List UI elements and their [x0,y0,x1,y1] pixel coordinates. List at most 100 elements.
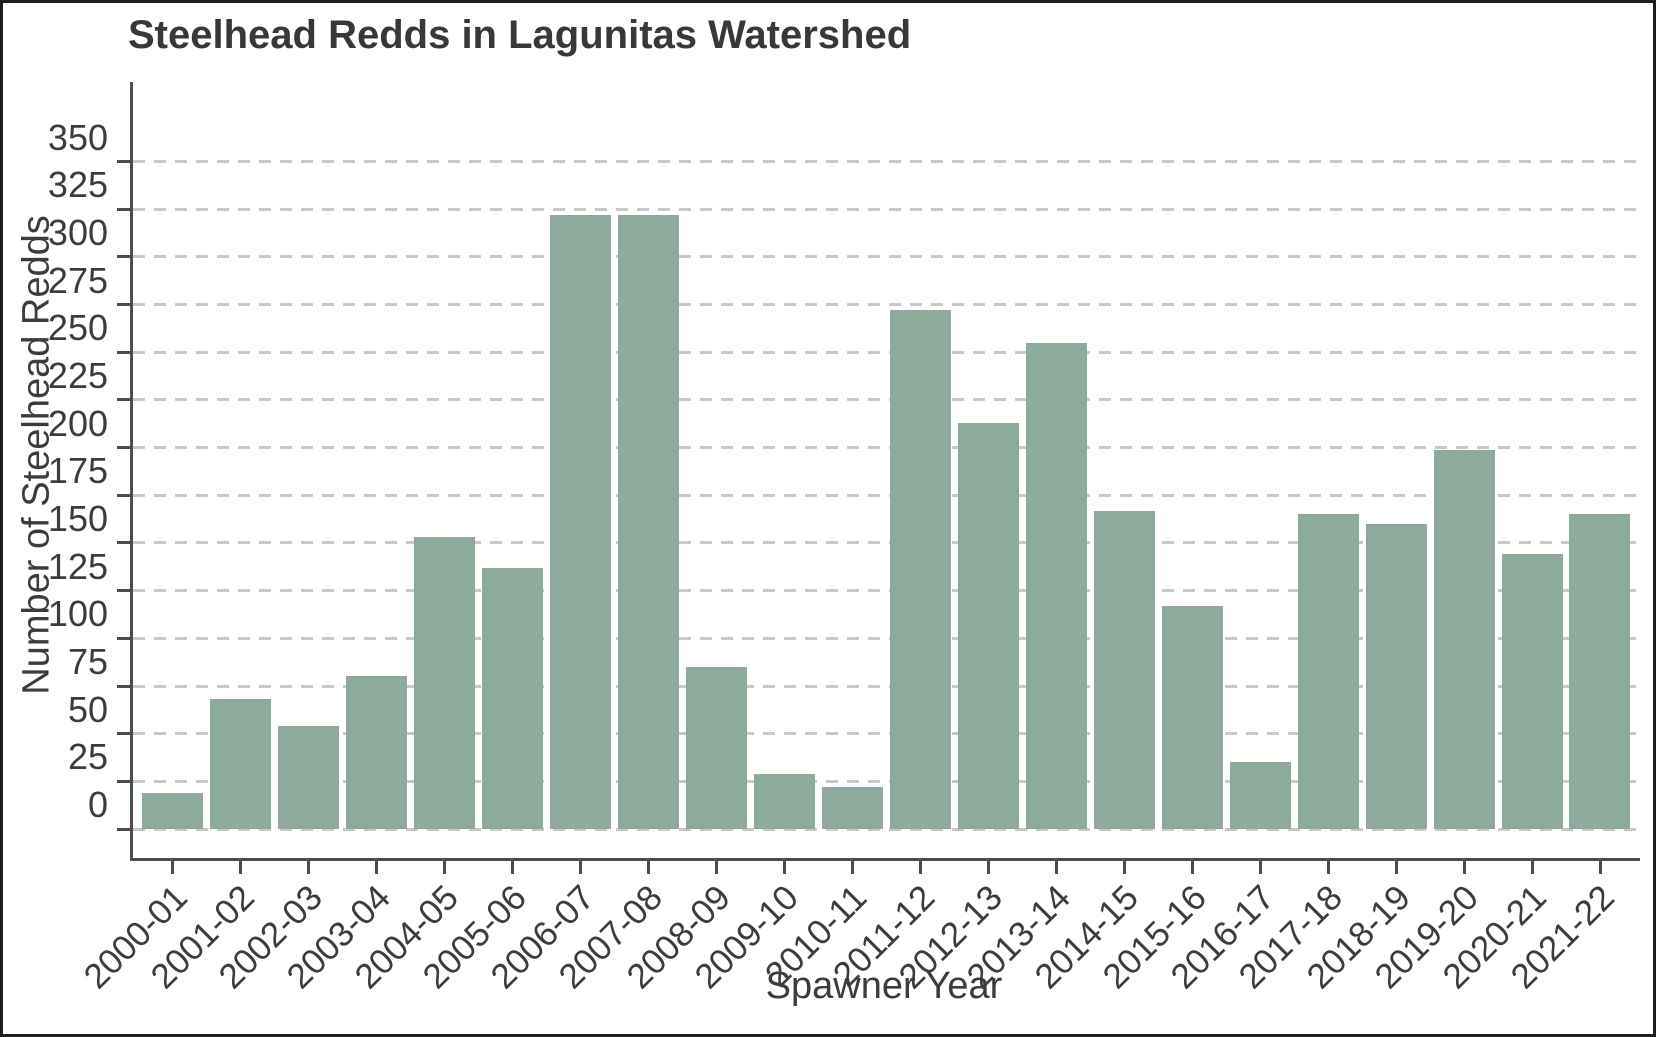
bar-2013-14 [1025,342,1087,829]
y-tick-label-150: 150 [47,497,108,539]
bar-slot-2009-10 [751,82,819,829]
gridline-325 [133,207,1640,211]
x-tick-2008-09 [715,861,719,874]
x-tick-2003-04 [375,861,379,874]
y-tick-label-50: 50 [67,688,108,730]
x-tick-2018-19 [1394,861,1398,874]
y-tick-25 [117,779,130,783]
bar-2020-21 [1501,554,1563,829]
bar-slot-2002-03 [275,82,343,829]
x-tick-2014-15 [1122,861,1126,874]
y-tick-label-275: 275 [47,259,108,301]
x-tick-2017-18 [1326,861,1330,874]
bar-2014-15 [1093,510,1155,829]
bar-2016-17 [1229,762,1291,829]
plot-panel: 0 25 50 75 100 125 150 175 200 225 250 275 300 325 350… [48,82,1640,996]
y-tick-300 [117,255,130,259]
x-tick-2021-22 [1598,861,1602,874]
x-tick-2019-20 [1462,861,1466,874]
y-tick-100 [117,636,130,640]
bar-2006-07 [550,215,612,829]
bar-2007-08 [618,215,680,829]
bar-slot-2008-09 [683,82,751,829]
y-tick-50 [117,732,130,736]
y-tick-label-25: 25 [67,736,108,778]
chart-title: Steelhead Redds in Lagunitas Watershed [128,13,912,57]
bar-2011-12 [889,310,951,829]
bar-2017-18 [1297,514,1359,829]
y-tick-label-325: 325 [47,164,108,206]
bar-2003-04 [346,676,408,829]
bar-slot-2019-20 [1430,82,1498,829]
x-tick-2010-11 [851,861,855,874]
y-tick-175 [117,493,130,497]
x-tick-2012-13 [986,861,990,874]
y-tick-225 [117,398,130,402]
bars-layer [133,82,1640,829]
bar-slot-2004-05 [411,82,479,829]
y-tick-label-0: 0 [87,784,108,825]
gridline-150 [133,541,1640,545]
bar-slot-2017-18 [1294,82,1362,829]
gridline-250 [133,350,1640,354]
bar-2015-16 [1161,605,1223,829]
y-tick-250 [117,350,130,354]
y-tick-325 [117,207,130,211]
gridline-300 [133,255,1640,259]
y-tick-label-100: 100 [47,593,108,635]
x-tick-2011-12 [918,861,922,874]
x-tick-2015-16 [1190,861,1194,874]
bar-slot-2013-14 [1022,82,1090,829]
bar-2010-11 [822,787,883,829]
y-tick-200 [117,446,130,450]
bar-2009-10 [754,773,816,829]
x-tick-2000-01 [171,861,175,874]
x-tick-2006-07 [579,861,583,874]
x-tick-2005-06 [511,861,515,874]
bar-slot-2020-21 [1498,82,1566,829]
y-tick-label-175: 175 [47,450,108,492]
bar-slot-2006-07 [547,82,615,829]
x-tick-2020-21 [1530,861,1534,874]
gridline-125 [133,589,1640,593]
bar-slot-2007-08 [615,82,683,829]
y-tick-125 [117,589,130,593]
y-tick-label-200: 200 [47,402,108,444]
gridline-50 [133,732,1640,736]
bar-slot-2012-13 [954,82,1022,829]
gridline-225 [133,398,1640,402]
bar-slot-2010-11 [819,82,887,829]
x-tick-2002-03 [307,861,311,874]
bar-2008-09 [686,666,748,829]
y-tick-label-250: 250 [47,307,108,349]
bar-slot-2018-19 [1362,82,1430,829]
bar-slot-2011-12 [886,82,954,829]
bar-slot-2016-17 [1226,82,1294,829]
y-tick-label-75: 75 [67,641,108,682]
y-tick-150 [117,541,130,545]
gridline-100 [133,636,1640,640]
y-tick-350 [117,160,130,164]
bar-2021-22 [1569,514,1631,829]
bar-2001-02 [210,699,272,829]
y-tick-label-350: 350 [47,116,108,158]
gridline-200 [133,446,1640,450]
bar-2005-06 [482,567,544,829]
bar-2019-20 [1433,449,1495,829]
gridline-275 [133,303,1640,307]
bar-2000-01 [142,792,204,829]
gridline-175 [133,493,1640,497]
y-tick-75 [117,684,130,688]
bar-slot-2001-02 [207,82,275,829]
y-tick-label-125: 125 [47,545,108,587]
bar-2012-13 [957,422,1019,829]
bar-2004-05 [414,537,476,829]
x-tick-2013-14 [1054,861,1058,874]
gridline-0 [133,827,1640,831]
y-tick-275 [117,303,130,307]
bar-2018-19 [1365,523,1427,829]
bar-slot-2005-06 [479,82,547,829]
x-tick-2001-02 [239,861,243,874]
x-axis-title: Spawner Year [765,965,1003,1007]
